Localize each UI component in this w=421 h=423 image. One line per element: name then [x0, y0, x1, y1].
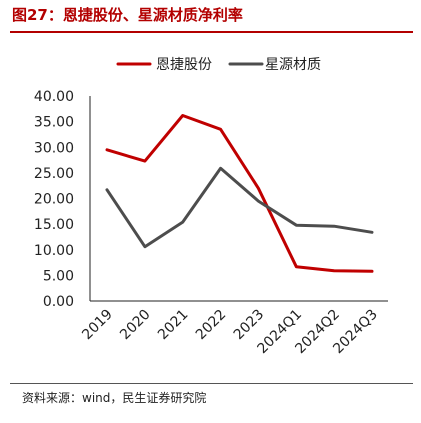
bottom-rule [10, 383, 413, 384]
x-tick-label: 2019 [79, 307, 116, 344]
y-tick-label: 5.00 [43, 268, 74, 284]
x-tick-label: 2021 [155, 307, 192, 344]
legend-label-1: 恩捷股份 [156, 57, 212, 73]
y-tick-label: 35.00 [34, 115, 74, 131]
chart-legend: 恩捷股份 星源材质 [116, 57, 321, 73]
y-tick-label: 10.00 [34, 243, 74, 259]
title-rule [10, 31, 413, 33]
chart-series [105, 114, 374, 273]
figure-title: 图27：恩捷股份、星源材质净利率 [12, 6, 243, 24]
chart-axes: 0.00 5.00 10.00 15.00 20.00 25.00 30.00 35.00 40… [34, 89, 388, 357]
y-tick-label: 0.00 [43, 294, 74, 310]
series-line-2 [105, 166, 374, 249]
y-tick-label: 40.00 [34, 89, 74, 105]
line-chart: 恩捷股份 星源材质 0.00 5.00 10.00 15.00 20.00 25.00 30.… [34, 57, 388, 357]
y-tick-label: 20.00 [34, 192, 74, 208]
x-tick-label: 2020 [117, 307, 154, 344]
y-tick-label: 25.00 [34, 166, 74, 182]
legend-label-2: 星源材质 [265, 57, 321, 73]
x-tick-label: 2022 [193, 307, 230, 344]
series-line-1 [105, 114, 374, 273]
y-tick-label: 30.00 [34, 140, 74, 156]
source-note: 资料来源：wind，民生证券研究院 [22, 391, 207, 405]
y-tick-label: 15.00 [34, 217, 74, 233]
